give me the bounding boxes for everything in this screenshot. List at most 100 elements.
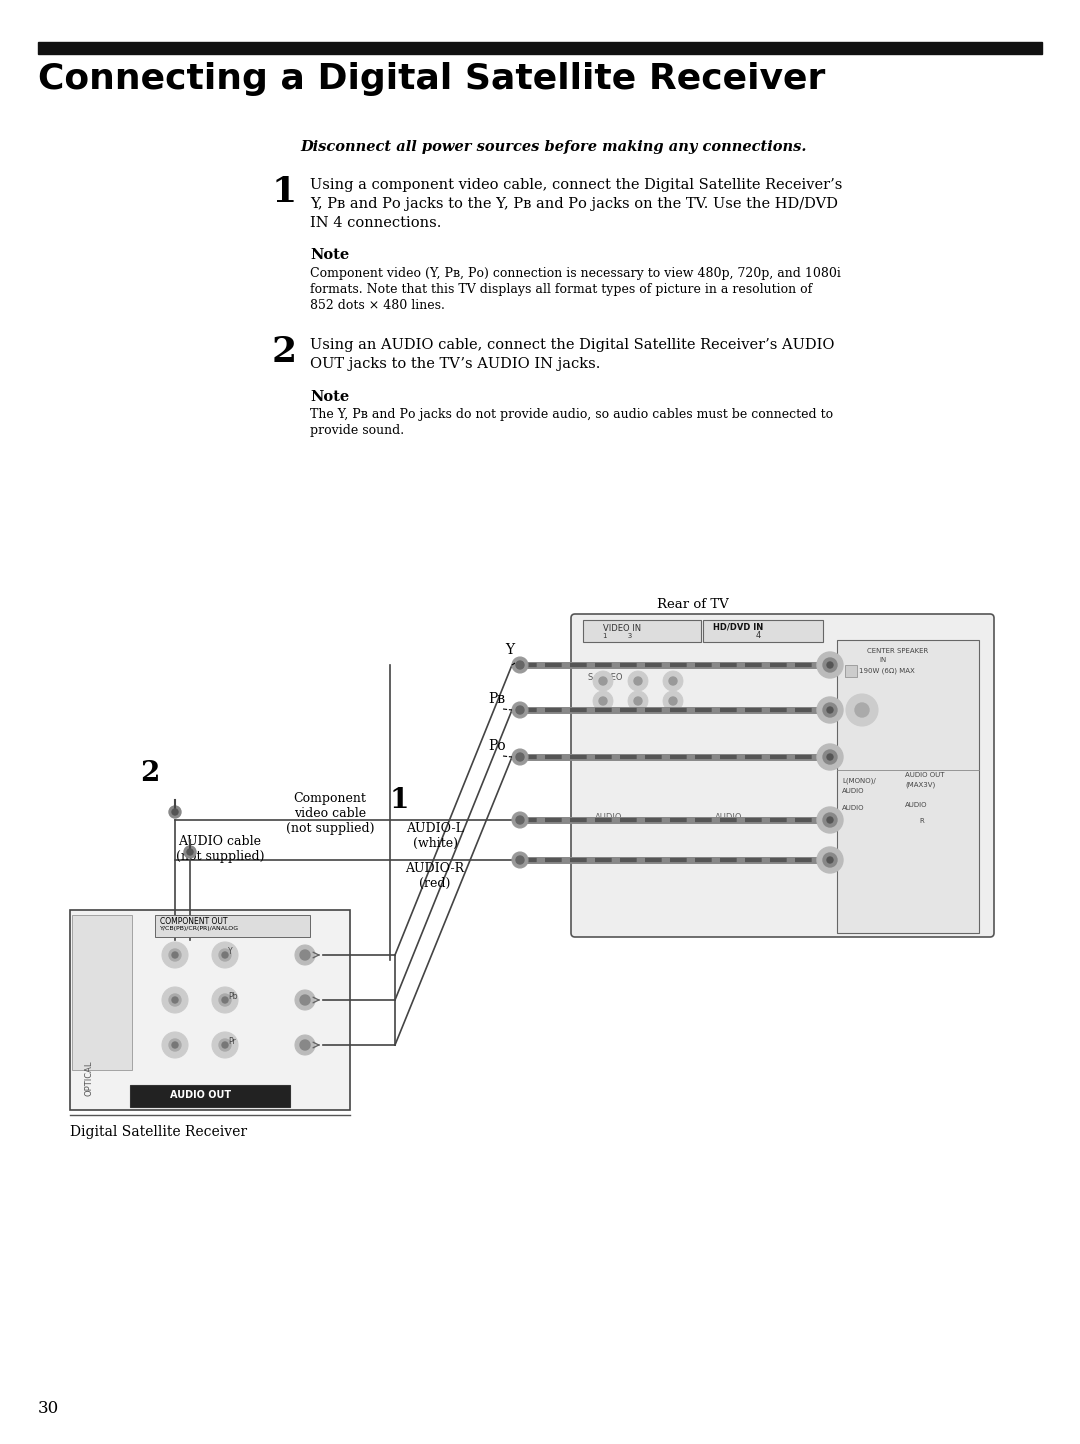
Text: R: R — [919, 817, 923, 825]
Text: 1         3: 1 3 — [603, 632, 632, 640]
Text: Note: Note — [310, 248, 349, 261]
Text: VIDEO IN: VIDEO IN — [603, 624, 642, 632]
Circle shape — [627, 671, 648, 692]
Circle shape — [512, 657, 528, 673]
Circle shape — [184, 846, 195, 858]
Circle shape — [212, 1032, 238, 1058]
Circle shape — [823, 813, 837, 827]
Text: Pʙ: Pʙ — [488, 692, 505, 706]
Circle shape — [816, 744, 843, 770]
Text: L(MONO)/: L(MONO)/ — [842, 778, 876, 784]
Circle shape — [168, 949, 181, 962]
Circle shape — [855, 703, 869, 718]
Circle shape — [168, 1040, 181, 1051]
Circle shape — [512, 702, 528, 718]
Bar — [583, 619, 701, 643]
Text: Pb: Pb — [228, 992, 238, 1001]
Circle shape — [816, 848, 843, 874]
Text: Y: Y — [228, 947, 232, 956]
Circle shape — [593, 671, 613, 692]
Text: AUDIO cable
(not supplied): AUDIO cable (not supplied) — [176, 835, 265, 864]
Text: OUT jacks to the TV’s AUDIO IN jacks.: OUT jacks to the TV’s AUDIO IN jacks. — [310, 357, 600, 371]
Text: Pᴏ: Pᴏ — [488, 739, 505, 752]
Circle shape — [516, 752, 524, 761]
Text: AUDIO: AUDIO — [842, 804, 864, 812]
Circle shape — [172, 996, 178, 1004]
Circle shape — [162, 941, 188, 967]
Circle shape — [300, 1040, 310, 1050]
Text: 190W (6Ω) MAX: 190W (6Ω) MAX — [859, 667, 915, 673]
Circle shape — [222, 996, 228, 1004]
Circle shape — [669, 677, 677, 684]
Bar — [70, 910, 350, 1110]
Text: AUDIO: AUDIO — [905, 801, 928, 809]
Text: HD/DVD IN: HD/DVD IN — [713, 622, 764, 631]
Text: Note: Note — [310, 390, 349, 404]
Circle shape — [512, 812, 528, 827]
Circle shape — [162, 1032, 188, 1058]
Text: AUDIO: AUDIO — [595, 813, 622, 822]
Circle shape — [663, 692, 683, 710]
Circle shape — [816, 653, 843, 679]
Text: OPTICAL: OPTICAL — [85, 1060, 94, 1096]
Circle shape — [593, 692, 613, 710]
Bar — [38, 42, 1042, 53]
Text: Y, Pʙ and Pᴏ jacks to the Y, Pʙ and Pᴏ jacks on the TV. Use the HD/DVD: Y, Pʙ and Pᴏ jacks to the Y, Pʙ and Pᴏ j… — [310, 196, 838, 211]
Circle shape — [516, 706, 524, 713]
Bar — [130, 1084, 291, 1108]
Circle shape — [827, 708, 833, 713]
Circle shape — [168, 806, 181, 817]
Text: 4: 4 — [756, 631, 761, 640]
Circle shape — [627, 692, 648, 710]
Circle shape — [827, 817, 833, 823]
Circle shape — [295, 944, 315, 965]
Bar — [156, 915, 310, 937]
Text: IN: IN — [879, 657, 887, 663]
Circle shape — [827, 856, 833, 864]
Circle shape — [219, 993, 231, 1006]
Circle shape — [823, 658, 837, 671]
Circle shape — [669, 697, 677, 705]
Text: S VIDEO: S VIDEO — [588, 673, 622, 682]
Circle shape — [823, 749, 837, 764]
Text: Using an AUDIO cable, connect the Digital Satellite Receiver’s AUDIO: Using an AUDIO cable, connect the Digita… — [310, 338, 835, 352]
Circle shape — [300, 995, 310, 1005]
Circle shape — [219, 949, 231, 962]
Circle shape — [827, 661, 833, 669]
Text: formats. Note that this TV displays all format types of picture in a resolution : formats. Note that this TV displays all … — [310, 283, 812, 296]
Text: Component video (Y, Pʙ, Pᴏ) connection is necessary to view 480p, 720p, and 1080: Component video (Y, Pʙ, Pᴏ) connection i… — [310, 267, 841, 280]
Circle shape — [219, 1040, 231, 1051]
Text: 1: 1 — [390, 787, 409, 814]
Text: IN 4 connections.: IN 4 connections. — [310, 217, 442, 230]
Circle shape — [172, 1043, 178, 1048]
Circle shape — [295, 1035, 315, 1056]
Text: AUDIO: AUDIO — [842, 788, 864, 794]
Circle shape — [516, 816, 524, 825]
Circle shape — [599, 677, 607, 684]
Circle shape — [823, 853, 837, 866]
Text: Using a component video cable, connect the Digital Satellite Receiver’s: Using a component video cable, connect t… — [310, 178, 842, 192]
Circle shape — [846, 695, 878, 726]
Text: Y/CB(PB)/CR(PR)/ANALOG: Y/CB(PB)/CR(PR)/ANALOG — [160, 926, 239, 931]
Text: Pr: Pr — [228, 1037, 235, 1045]
Text: 30: 30 — [38, 1401, 59, 1417]
Text: Disconnect all power sources before making any connections.: Disconnect all power sources before maki… — [300, 140, 807, 155]
Text: 2: 2 — [140, 760, 160, 787]
Circle shape — [172, 952, 178, 957]
Text: Connecting a Digital Satellite Receiver: Connecting a Digital Satellite Receiver — [38, 62, 825, 95]
Text: AUDIO-L
(white): AUDIO-L (white) — [406, 822, 464, 851]
Circle shape — [512, 749, 528, 765]
Circle shape — [816, 807, 843, 833]
Circle shape — [827, 754, 833, 760]
Text: Component
video cable
(not supplied): Component video cable (not supplied) — [286, 791, 375, 835]
Bar — [703, 619, 823, 643]
Circle shape — [512, 852, 528, 868]
Circle shape — [222, 952, 228, 957]
FancyBboxPatch shape — [571, 614, 994, 937]
Circle shape — [300, 950, 310, 960]
Circle shape — [295, 991, 315, 1009]
Text: AUDIO: AUDIO — [715, 813, 743, 822]
Circle shape — [516, 856, 524, 864]
Circle shape — [516, 661, 524, 669]
Bar — [837, 640, 978, 933]
